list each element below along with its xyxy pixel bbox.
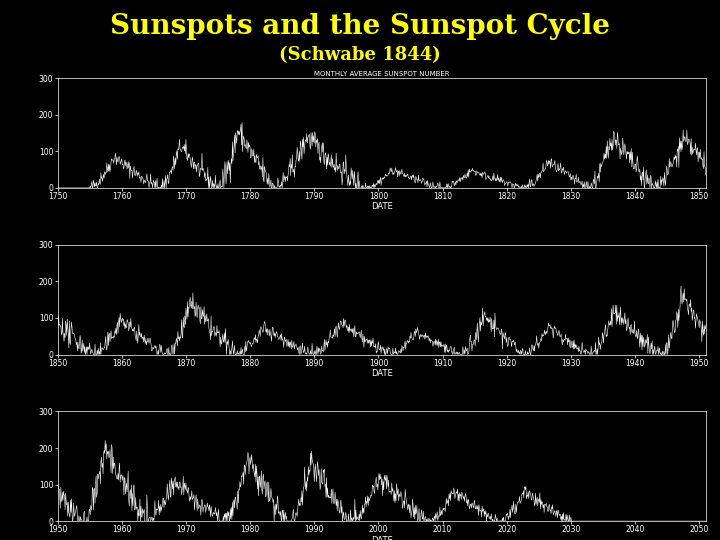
Text: Sunspots and the Sunspot Cycle: Sunspots and the Sunspot Cycle <box>110 14 610 40</box>
Title: MONTHLY AVERAGE SUNSPOT NUMBER: MONTHLY AVERAGE SUNSPOT NUMBER <box>314 71 449 77</box>
X-axis label: DATE: DATE <box>371 202 392 212</box>
X-axis label: DATE: DATE <box>371 369 392 378</box>
X-axis label: DATE: DATE <box>371 536 392 540</box>
Text: (Schwabe 1844): (Schwabe 1844) <box>279 46 441 64</box>
